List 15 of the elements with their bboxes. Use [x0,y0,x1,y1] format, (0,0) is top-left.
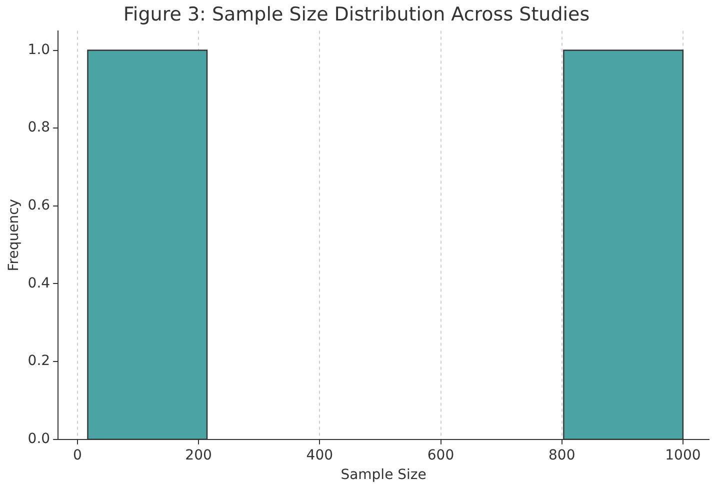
x-axis-title: Sample Size [340,467,426,484]
x-tick-label: 800 [548,447,576,464]
x-tick-label: 600 [427,447,454,464]
x-tick-label: 0 [72,447,82,464]
y-tick-label: 0.0 [28,431,50,448]
y-tick-label: 1.0 [28,42,50,58]
x-tick-label: 400 [306,447,334,464]
y-tick-label: 0.2 [28,353,50,370]
chart-title: Figure 3: Sample Size Distribution Across Studies [123,3,590,26]
x-tick-label: 1000 [665,447,701,464]
y-tick-label: 0.8 [28,120,50,136]
x-tick-label: 200 [185,447,212,464]
y-axis-title: Frequency [6,198,22,272]
y-tick-label: 0.4 [28,275,50,292]
y-tick-label: 0.6 [28,198,50,214]
